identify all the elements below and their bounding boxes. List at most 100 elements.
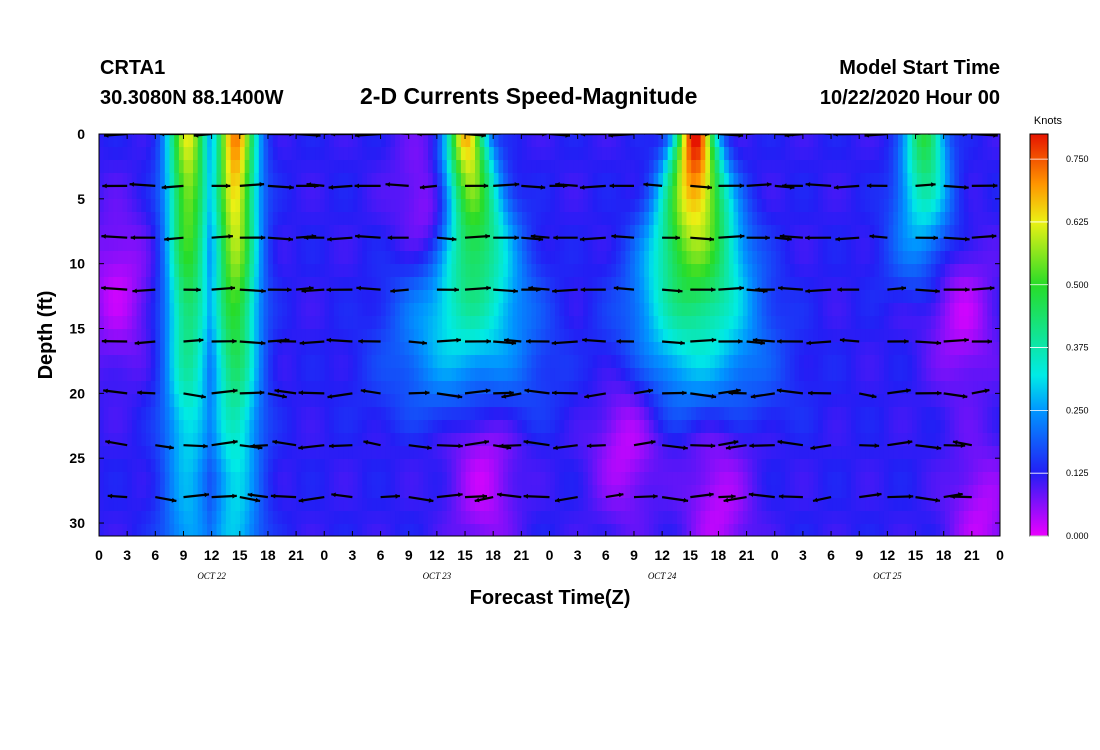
heat-cell — [545, 498, 551, 512]
heat-cell — [366, 342, 372, 356]
heat-cell — [677, 238, 683, 252]
heat-cell — [672, 459, 678, 473]
heat-cell — [277, 290, 283, 304]
heat-cell — [663, 394, 669, 408]
heat-cell — [771, 173, 777, 187]
heat-cell — [710, 511, 716, 525]
heat-cell — [211, 407, 217, 421]
heat-cell — [108, 524, 114, 536]
heat-cell — [207, 329, 213, 343]
heat-cell — [108, 238, 114, 252]
heat-cell — [663, 212, 669, 226]
heat-cell — [498, 173, 504, 187]
heat-cell — [573, 420, 579, 434]
heat-cell — [254, 186, 260, 200]
heat-cell — [437, 316, 443, 330]
heat-cell — [103, 277, 109, 291]
heat-cell — [545, 524, 551, 536]
heat-cell — [287, 316, 293, 330]
heat-cell — [757, 173, 763, 187]
heat-cell — [272, 212, 278, 226]
heat-cell — [663, 524, 669, 536]
heat-cell — [757, 420, 763, 434]
heat-cell — [305, 134, 311, 148]
heat-cell — [258, 277, 264, 291]
heat-cell — [376, 316, 382, 330]
heat-cell — [362, 446, 368, 460]
heat-cell — [428, 511, 434, 525]
heat-cell — [738, 173, 744, 187]
heat-cell — [804, 394, 810, 408]
heat-cell — [193, 524, 199, 536]
heat-cell — [240, 394, 246, 408]
heat-cell — [146, 446, 152, 460]
heat-cell — [625, 251, 631, 265]
heat-cell — [512, 290, 518, 304]
heat-cell — [310, 303, 316, 317]
heat-cell — [695, 186, 701, 200]
heat-cell — [634, 173, 640, 187]
heat-cell — [399, 342, 405, 356]
heat-cell — [193, 290, 199, 304]
heat-cell — [733, 485, 739, 499]
heat-cell — [512, 342, 518, 356]
heat-cell — [160, 355, 166, 369]
heat-cell — [832, 303, 838, 317]
heat-cell — [409, 264, 415, 278]
heat-cell — [404, 186, 410, 200]
heat-cell — [131, 134, 137, 148]
heat-cell — [818, 277, 824, 291]
heat-cell — [202, 433, 208, 447]
heat-cell — [315, 277, 321, 291]
heat-cell — [174, 251, 180, 265]
heat-cell — [785, 212, 791, 226]
heat-cell — [395, 355, 401, 369]
heat-cell — [315, 524, 321, 536]
heat-cell — [188, 511, 194, 525]
heat-cell — [747, 355, 753, 369]
heat-cell — [305, 485, 311, 499]
heat-cell — [587, 355, 593, 369]
heat-cell — [569, 485, 575, 499]
heat-cell — [507, 472, 513, 486]
heat-cell — [155, 407, 161, 421]
heat-cell — [348, 251, 354, 265]
heat-cell — [479, 264, 485, 278]
heat-cell — [404, 238, 410, 252]
heat-cell — [625, 433, 631, 447]
heat-cell — [183, 277, 189, 291]
heat-cell — [315, 407, 321, 421]
heat-cell — [526, 342, 532, 356]
heat-cell — [691, 225, 697, 239]
heat-cell — [507, 160, 513, 174]
heat-cell — [418, 342, 424, 356]
heat-cell — [376, 134, 382, 148]
heat-cell — [343, 303, 349, 317]
heat-cell — [127, 433, 133, 447]
heat-cell — [428, 446, 434, 460]
heat-cell — [761, 264, 767, 278]
heat-cell — [366, 355, 372, 369]
heat-cell — [625, 446, 631, 460]
heat-cell — [174, 316, 180, 330]
heat-cell — [728, 147, 734, 161]
heat-cell — [822, 212, 828, 226]
heat-cell — [601, 420, 607, 434]
heat-cell — [550, 290, 556, 304]
heat-cell — [681, 186, 687, 200]
heat-cell — [550, 134, 556, 148]
heat-cell — [404, 459, 410, 473]
heat-cell — [672, 524, 678, 536]
heat-cell — [178, 277, 184, 291]
heat-cell — [550, 368, 556, 382]
heat-cell — [630, 355, 636, 369]
heat-cell — [240, 316, 246, 330]
heat-cell — [827, 342, 833, 356]
heat-cell — [235, 433, 241, 447]
heat-cell — [371, 485, 377, 499]
heat-cell — [799, 394, 805, 408]
heat-cell — [583, 264, 589, 278]
heat-cell — [531, 472, 537, 486]
heat-cell — [625, 264, 631, 278]
heat-cell — [287, 433, 293, 447]
